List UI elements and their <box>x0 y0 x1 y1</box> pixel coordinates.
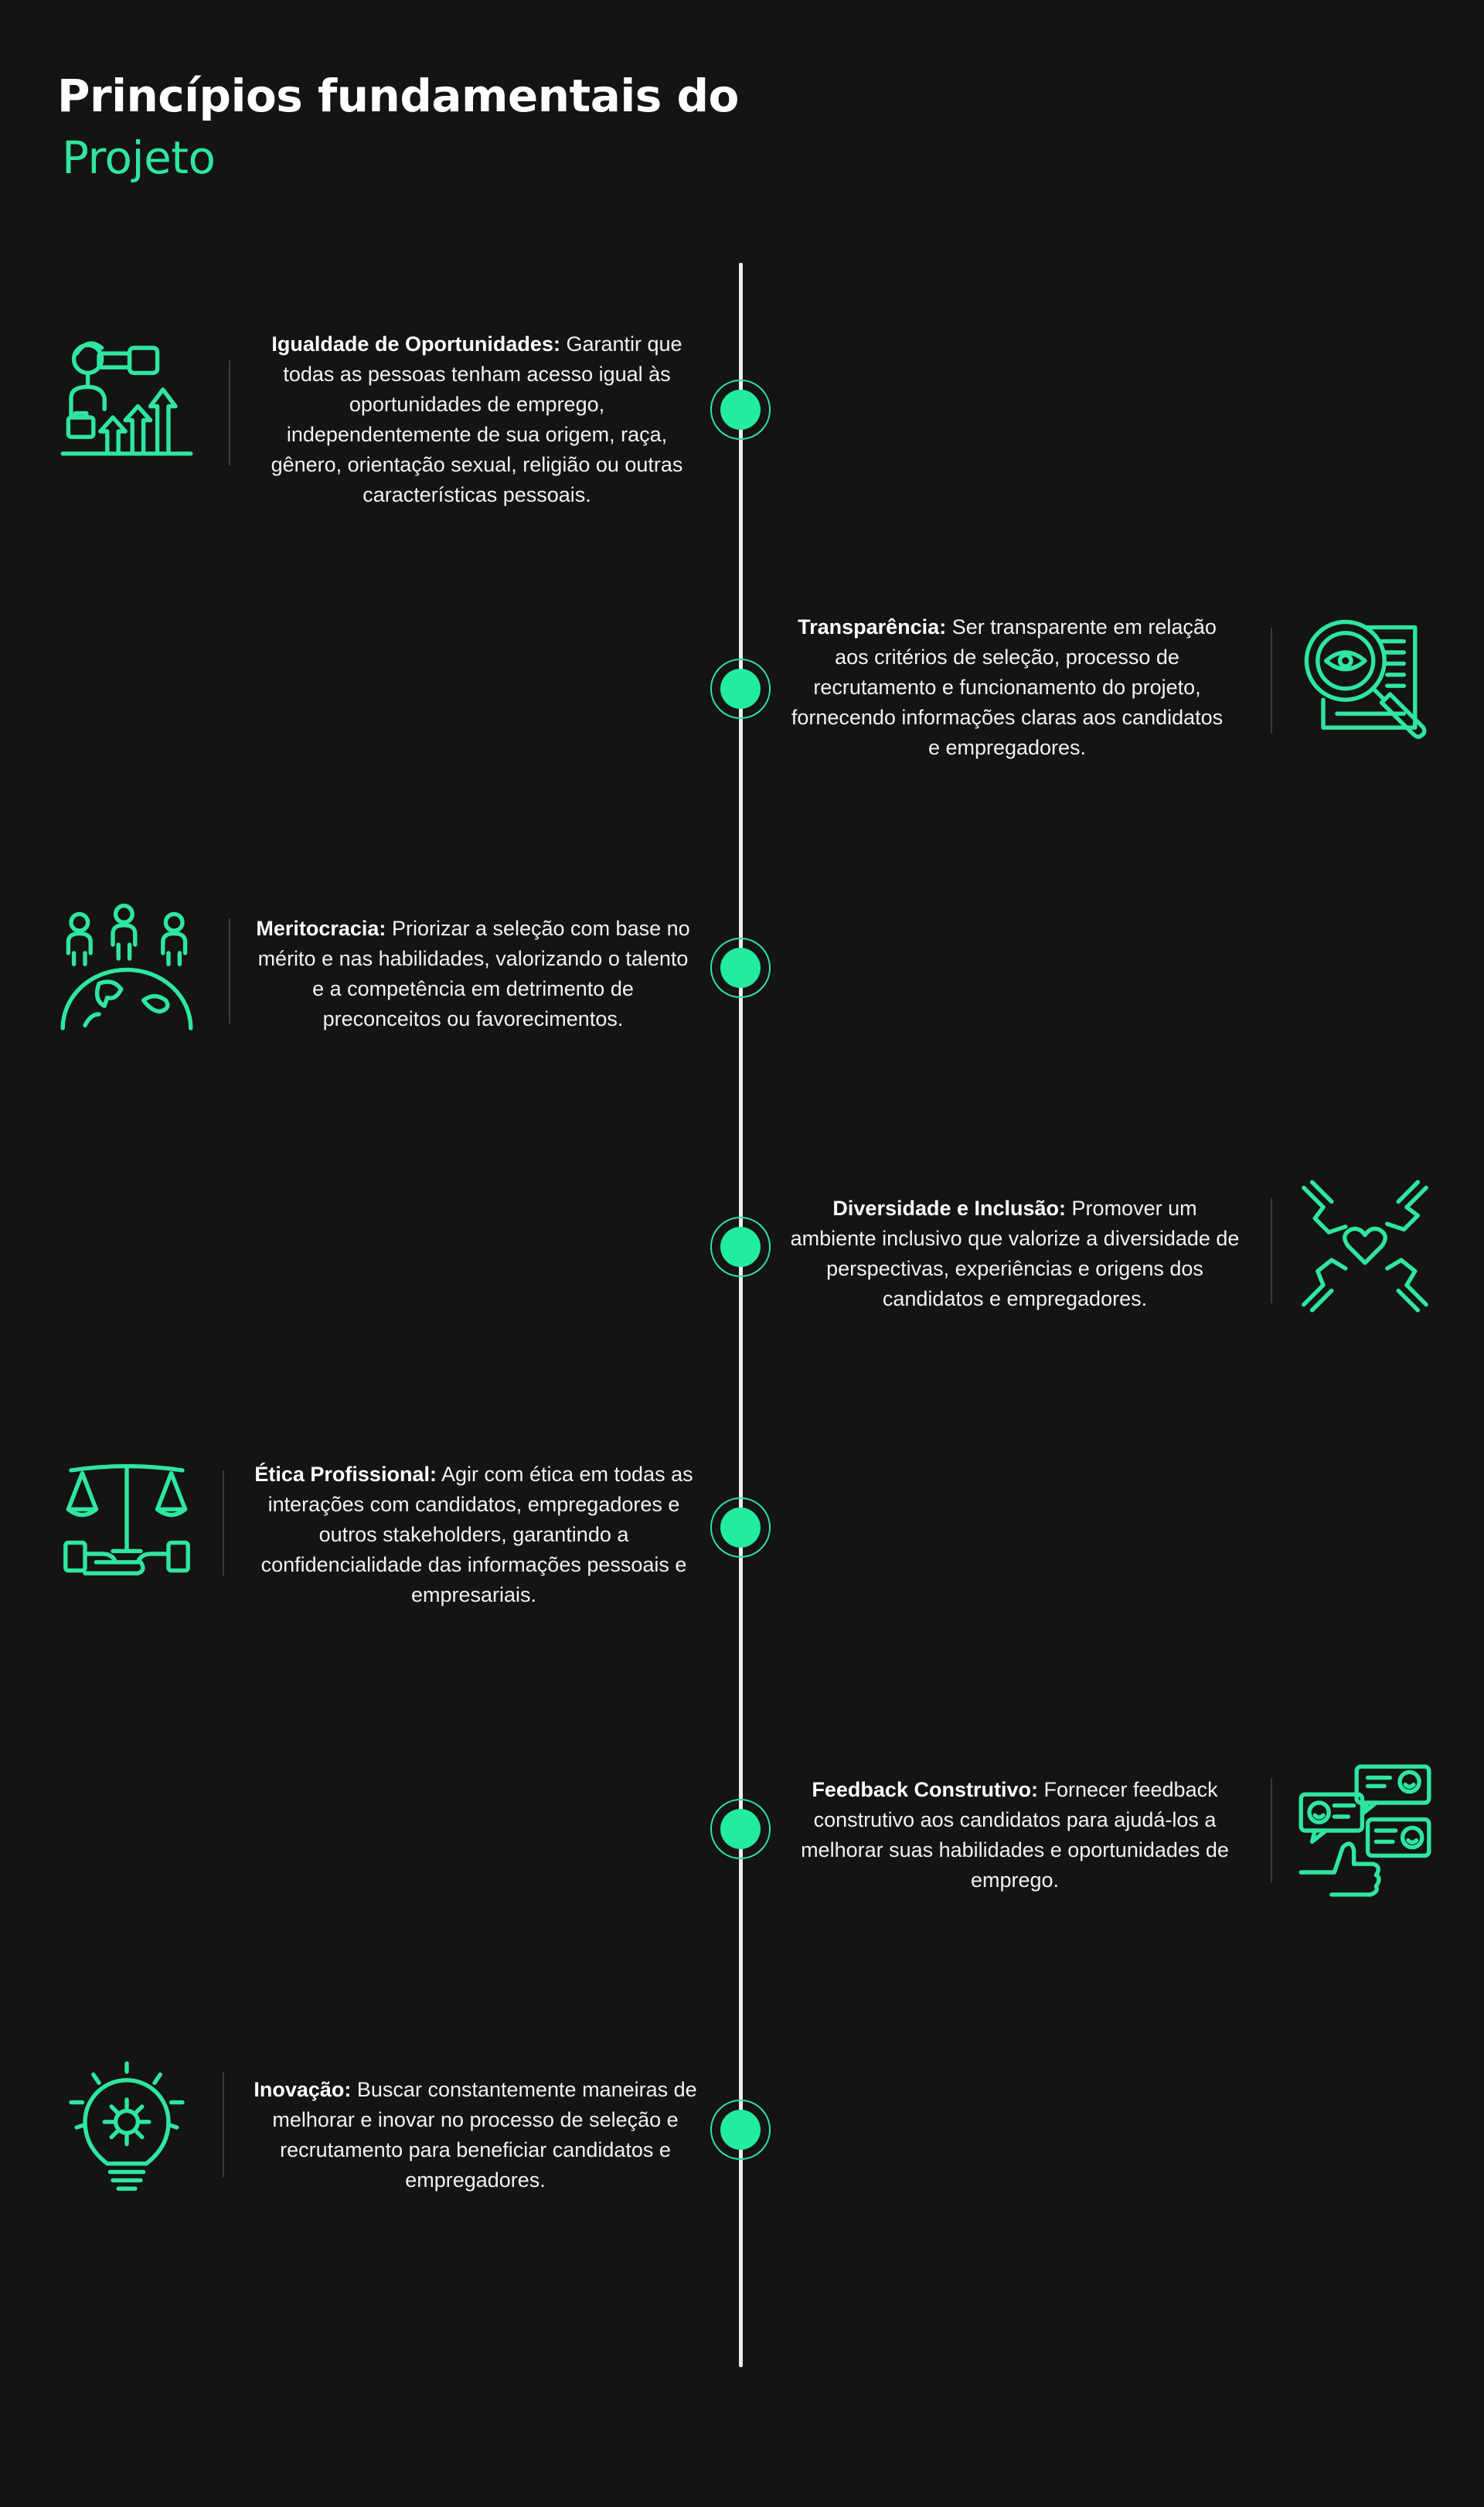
principle-text: Feedback Construtivo: Fornecer feedback … <box>788 1775 1241 1896</box>
timeline-marker <box>710 380 771 440</box>
divider <box>223 2072 224 2177</box>
timeline-marker <box>710 2100 771 2160</box>
principle-title: Inovação: <box>254 2078 352 2101</box>
principle-description: Buscar constantemente maneiras de melhor… <box>272 2078 697 2192</box>
telescope-growth-icon <box>57 334 196 473</box>
timeline-marker <box>710 1217 771 1277</box>
magnifier-eye-icon <box>1295 611 1435 750</box>
principle-description: Promover um ambiente inclusivo que valor… <box>790 1197 1240 1310</box>
principle-title: Transparência: <box>798 615 947 639</box>
scale-hands-icon <box>57 1456 196 1596</box>
principle-description: Garantir que todas as pessoas tenham ace… <box>271 332 683 506</box>
principle-text: Meritocracia: Priorizar a seleção com ba… <box>250 914 696 1034</box>
divider <box>229 360 230 465</box>
principle-description: Ser transparente em relação aos critério… <box>791 615 1224 759</box>
principle-title: Meritocracia: <box>256 917 386 940</box>
timeline-marker <box>710 1799 771 1859</box>
page-title: Princípios fundamentais do Projeto <box>57 65 739 189</box>
principle-text: Ética Profissional: Agir com ética em to… <box>252 1460 696 1610</box>
principle-title: Igualdade de Oportunidades: <box>271 332 560 356</box>
divider <box>1271 1198 1272 1303</box>
divider <box>229 918 230 1024</box>
divider <box>223 1470 224 1575</box>
principle-title: Diversidade e Inclusão: <box>832 1197 1067 1220</box>
principle-title: Feedback Construtivo: <box>812 1778 1038 1801</box>
principle-text: Igualdade de Oportunidades: Garantir que… <box>258 329 696 510</box>
principle-description: Fornecer feedback construtivo aos candid… <box>801 1778 1229 1892</box>
title-line-1: Princípios fundamentais do <box>57 70 739 122</box>
lightbulb-gear-icon <box>57 2058 196 2197</box>
principle-text: Diversidade e Inclusão: Promover um ambi… <box>788 1194 1241 1314</box>
timeline-line <box>739 263 743 2367</box>
title-line-2: Projeto <box>62 131 216 184</box>
principle-description: Priorizar a seleção com base no mérito e… <box>257 917 690 1030</box>
timeline-marker <box>710 1497 771 1558</box>
people-globe-icon <box>57 903 196 1042</box>
timeline-marker <box>710 659 771 719</box>
feedback-chat-icon <box>1295 1761 1435 1900</box>
principle-text: Inovação: Buscar constantemente maneiras… <box>247 2075 703 2195</box>
timeline-marker <box>710 938 771 998</box>
principle-title: Ética Profissional: <box>254 1463 437 1486</box>
divider <box>1271 1778 1272 1883</box>
principle-text: Transparência: Ser transparente em relaç… <box>788 612 1226 763</box>
hands-heart-icon <box>1295 1177 1435 1316</box>
divider <box>1271 628 1272 733</box>
principle-description: Agir com ética em todas as interações co… <box>260 1463 693 1606</box>
